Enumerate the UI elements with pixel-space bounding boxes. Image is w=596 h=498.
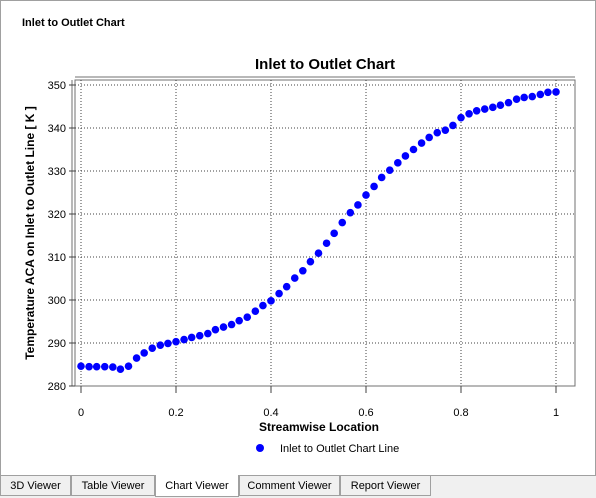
plot-area	[74, 79, 576, 387]
data-point	[504, 98, 513, 107]
data-point	[394, 159, 402, 167]
data-point	[92, 362, 101, 371]
data-point	[338, 218, 347, 227]
data-point	[109, 363, 117, 371]
data-point	[480, 105, 489, 113]
data-point	[195, 331, 204, 340]
data-point	[77, 362, 85, 371]
y-tick-label: 280	[48, 381, 66, 393]
legend-marker	[256, 444, 264, 452]
data-point	[267, 297, 275, 305]
y-tick-label: 300	[48, 295, 66, 307]
data-point	[322, 239, 331, 248]
legend: Inlet to Outlet Chart Line	[256, 443, 399, 455]
data-point	[219, 323, 228, 331]
tab-report-viewer[interactable]: Report Viewer	[340, 476, 431, 496]
legend-entry: Inlet to Outlet Chart Line	[280, 443, 399, 455]
data-point	[290, 274, 299, 282]
data-point	[156, 341, 165, 349]
x-tick-label: 0.6	[358, 407, 373, 419]
data-point	[528, 92, 537, 101]
data-point	[116, 365, 125, 374]
data-point	[409, 145, 418, 154]
data-point	[401, 152, 410, 160]
data-point	[536, 90, 545, 99]
data-point	[465, 110, 473, 118]
y-tick-label: 340	[48, 123, 66, 135]
data-point	[472, 107, 481, 115]
data-point	[552, 88, 560, 96]
tab-comment-viewer[interactable]: Comment Viewer	[239, 476, 340, 496]
data-point	[306, 257, 315, 266]
data-point	[180, 335, 188, 344]
x-tick-label: 0.4	[263, 407, 278, 419]
y-axis-label: Temperature ACA on Inlet to Outlet Line …	[23, 106, 37, 360]
chart-viewer-panel: Inlet to Outlet Chart Inlet to Outlet Ch…	[0, 0, 596, 476]
data-point	[85, 362, 93, 371]
data-point	[441, 126, 450, 134]
data-point	[330, 229, 338, 238]
chart-title: Inlet to Outlet Chart	[255, 56, 395, 73]
x-axis-ticks: 0 0.2 0.4 0.6 0.8 1	[78, 386, 559, 419]
x-tick-label: 0.8	[453, 407, 468, 419]
panel-title: Inlet to Outlet Chart	[22, 17, 125, 29]
data-point	[235, 316, 243, 325]
data-point	[425, 133, 433, 142]
data-point	[275, 289, 283, 298]
data-point	[370, 182, 378, 191]
y-tick-label: 290	[48, 338, 66, 350]
x-tick-label: 0	[78, 407, 84, 419]
data-point	[417, 139, 426, 147]
x-tick-label: 0.2	[168, 407, 183, 419]
tab-chart-viewer[interactable]: Chart Viewer	[155, 475, 239, 497]
data-point	[489, 103, 497, 112]
data-point	[496, 101, 505, 110]
data-point	[449, 121, 457, 130]
data-point	[132, 354, 141, 362]
data-point	[354, 201, 362, 209]
y-tick-label: 310	[48, 252, 66, 264]
data-point	[314, 249, 323, 257]
y-tick-label: 320	[48, 209, 66, 221]
data-point	[100, 362, 109, 371]
data-point	[346, 208, 355, 217]
data-point	[385, 166, 394, 174]
data-point	[433, 128, 442, 137]
data-point	[164, 339, 172, 348]
data-point	[282, 282, 291, 291]
data-point	[457, 113, 465, 122]
data-point	[544, 88, 552, 97]
data-point	[259, 301, 267, 310]
viewer-tab-bar: 3D Viewer Table Viewer Chart Viewer Comm…	[0, 475, 596, 498]
tab-3d-viewer[interactable]: 3D Viewer	[0, 476, 71, 496]
data-point	[227, 320, 236, 329]
data-point	[124, 362, 133, 371]
y-tick-label: 330	[48, 166, 66, 178]
grid	[75, 80, 575, 386]
data-point	[251, 307, 260, 315]
data-point	[377, 173, 386, 182]
data-point	[362, 191, 370, 199]
data-point	[211, 325, 220, 334]
x-axis-label: Streamwise Location	[259, 420, 379, 434]
data-points	[77, 88, 560, 374]
data-point	[299, 266, 307, 275]
data-point	[243, 313, 252, 322]
data-point	[520, 93, 528, 102]
data-point	[148, 344, 157, 352]
tab-table-viewer[interactable]: Table Viewer	[71, 476, 155, 496]
data-point	[172, 337, 180, 346]
y-axis-ticks: 280 290 300 310 320 330 340 350	[48, 80, 75, 393]
data-point	[204, 329, 212, 338]
data-point	[512, 95, 521, 103]
x-tick-label: 1	[553, 407, 559, 419]
data-point	[140, 349, 148, 357]
data-point	[187, 333, 196, 342]
chart: Inlet to Outlet Chart 280 290 300 310 320 330…	[23, 56, 576, 455]
y-tick-label: 350	[48, 80, 66, 92]
